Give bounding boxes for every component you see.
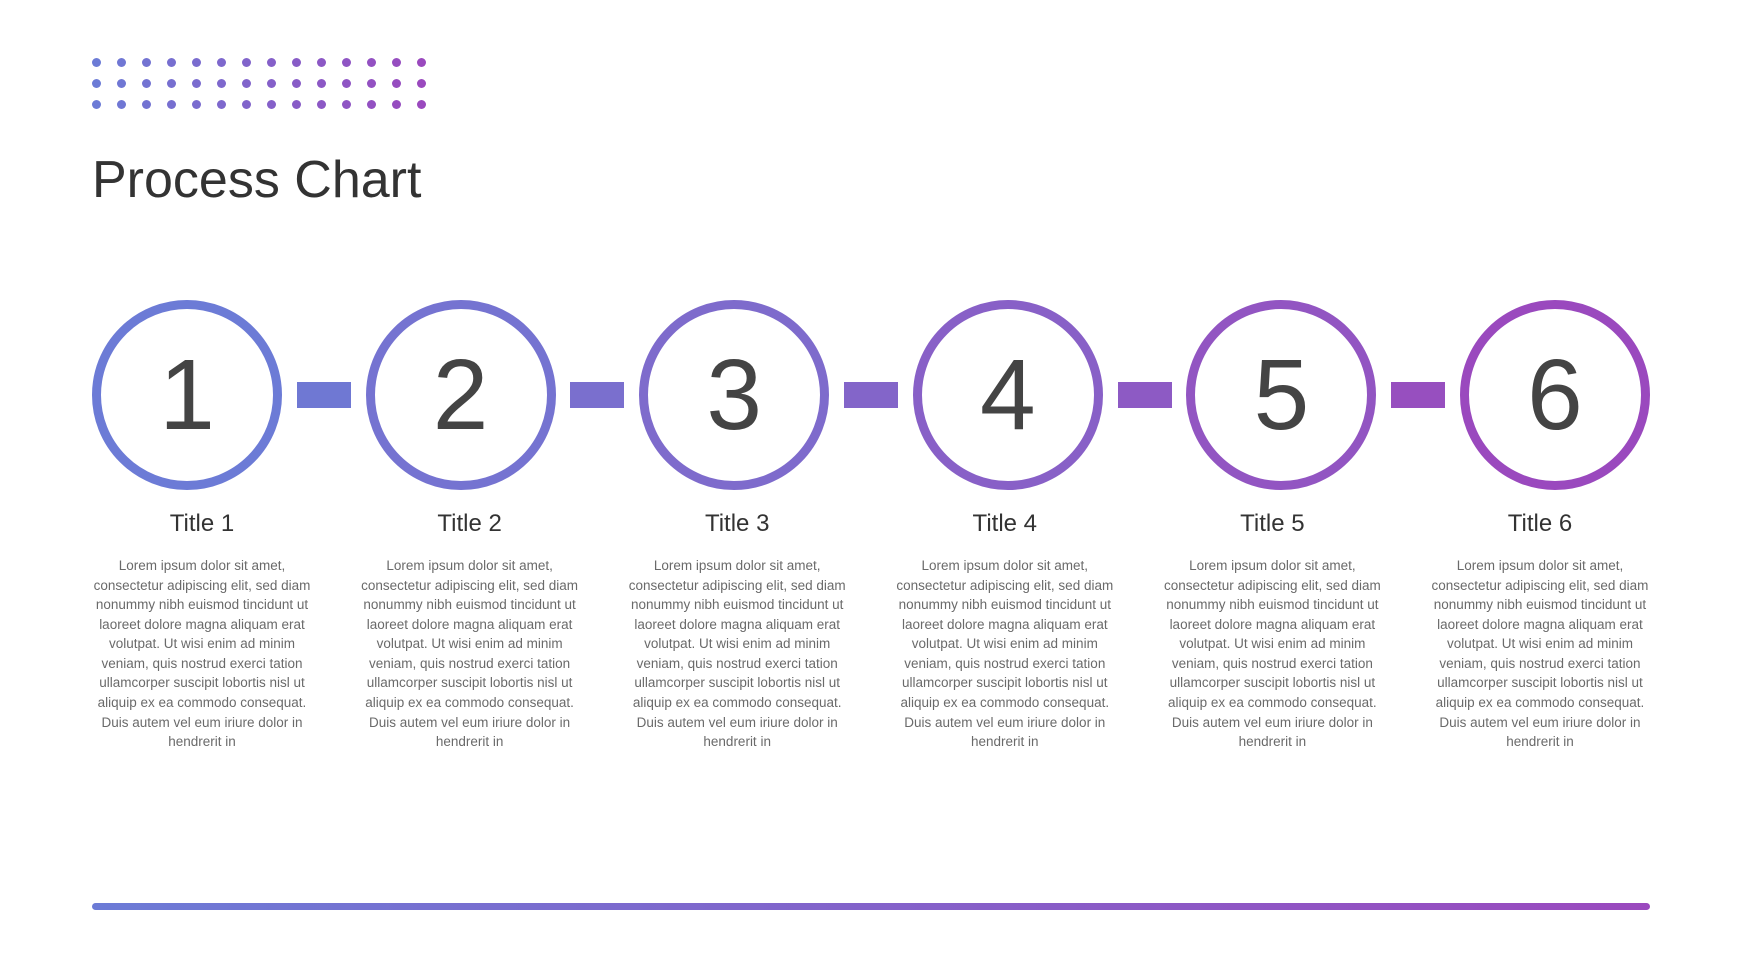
- step-circle-3: 3: [639, 300, 829, 490]
- step-number: 5: [1254, 345, 1310, 445]
- step-body-text: Lorem ipsum dolor sit amet, consectetur …: [895, 556, 1115, 752]
- step-number: 4: [980, 345, 1036, 445]
- decorative-dot: [417, 58, 426, 67]
- step-circle-5: 5: [1186, 300, 1376, 490]
- decorative-dot: [292, 100, 301, 109]
- decorative-dot: [117, 100, 126, 109]
- step-body-text: Lorem ipsum dolor sit amet, consectetur …: [1430, 556, 1650, 752]
- decorative-dot: [267, 100, 276, 109]
- decorative-dot: [92, 79, 101, 88]
- bottom-accent-bar: [92, 903, 1650, 910]
- decorative-dot: [317, 58, 326, 67]
- step-column-3: Title 3 Lorem ipsum dolor sit amet, conse…: [627, 510, 847, 752]
- decorative-dot: [342, 79, 351, 88]
- step-body-text: Lorem ipsum dolor sit amet, consectetur …: [360, 556, 580, 752]
- step-title: Title 4: [895, 510, 1115, 538]
- decorative-dot: [217, 58, 226, 67]
- decorative-dot: [142, 79, 151, 88]
- step-column-6: Title 6 Lorem ipsum dolor sit amet, conse…: [1430, 510, 1650, 752]
- decorative-dot: [292, 58, 301, 67]
- decorative-dot: [192, 100, 201, 109]
- decorative-dot: [117, 79, 126, 88]
- step-column-2: Title 2 Lorem ipsum dolor sit amet, conse…: [360, 510, 580, 752]
- decorative-dot: [367, 58, 376, 67]
- decorative-dot: [242, 100, 251, 109]
- decorative-dot: [192, 79, 201, 88]
- decorative-dot: [267, 79, 276, 88]
- decorative-dot: [267, 58, 276, 67]
- decorative-dot: [167, 100, 176, 109]
- step-number: 6: [1527, 345, 1583, 445]
- step-circle-4: 4: [913, 300, 1103, 490]
- step-body-text: Lorem ipsum dolor sit amet, consectetur …: [92, 556, 312, 752]
- step-body-text: Lorem ipsum dolor sit amet, consectetur …: [627, 556, 847, 752]
- process-row: 1 2 3 4 5 6: [92, 300, 1650, 490]
- decorative-dot: [342, 100, 351, 109]
- decorative-dot: [317, 100, 326, 109]
- decorative-dot: [192, 58, 201, 67]
- decorative-dot: [367, 79, 376, 88]
- step-circle-1: 1: [92, 300, 282, 490]
- decorative-dot: [392, 79, 401, 88]
- step-circle-6: 6: [1460, 300, 1650, 490]
- step-1: 1: [92, 300, 282, 490]
- step-body-text: Lorem ipsum dolor sit amet, consectetur …: [1162, 556, 1382, 752]
- step-title: Title 6: [1430, 510, 1650, 538]
- decorative-dot: [167, 58, 176, 67]
- decorative-dot: [367, 100, 376, 109]
- step-4: 4: [913, 300, 1103, 490]
- step-column-1: Title 1 Lorem ipsum dolor sit amet, conse…: [92, 510, 312, 752]
- step-title: Title 5: [1162, 510, 1382, 538]
- step-6: 6: [1460, 300, 1650, 490]
- step-title: Title 3: [627, 510, 847, 538]
- decorative-dot: [392, 58, 401, 67]
- decorative-dot: [92, 58, 101, 67]
- decorative-dot: [342, 58, 351, 67]
- decorative-dot: [142, 58, 151, 67]
- step-column-5: Title 5 Lorem ipsum dolor sit amet, conse…: [1162, 510, 1382, 752]
- decorative-dot: [217, 79, 226, 88]
- step-number: 1: [159, 345, 215, 445]
- decorative-dot: [142, 100, 151, 109]
- step-circle-2: 2: [366, 300, 556, 490]
- step-column-4: Title 4 Lorem ipsum dolor sit amet, conse…: [895, 510, 1115, 752]
- labels-row: Title 1 Lorem ipsum dolor sit amet, conse…: [92, 510, 1650, 752]
- step-title: Title 2: [360, 510, 580, 538]
- connector-5: [1391, 382, 1445, 408]
- decorative-dot: [167, 79, 176, 88]
- decorative-dot: [417, 100, 426, 109]
- decorative-dot: [217, 100, 226, 109]
- page-title: Process Chart: [92, 150, 421, 210]
- decorative-dot: [317, 79, 326, 88]
- connector-1: [297, 382, 351, 408]
- connector-4: [1118, 382, 1172, 408]
- step-title: Title 1: [92, 510, 312, 538]
- step-2: 2: [366, 300, 556, 490]
- decorative-dot-grid: [92, 58, 426, 109]
- decorative-dot: [417, 79, 426, 88]
- step-number: 2: [433, 345, 489, 445]
- decorative-dot: [117, 58, 126, 67]
- decorative-dot: [242, 58, 251, 67]
- decorative-dot: [242, 79, 251, 88]
- step-3: 3: [639, 300, 829, 490]
- step-5: 5: [1186, 300, 1376, 490]
- connector-2: [570, 382, 624, 408]
- decorative-dot: [292, 79, 301, 88]
- connector-3: [844, 382, 898, 408]
- decorative-dot: [92, 100, 101, 109]
- step-number: 3: [706, 345, 762, 445]
- decorative-dot: [392, 100, 401, 109]
